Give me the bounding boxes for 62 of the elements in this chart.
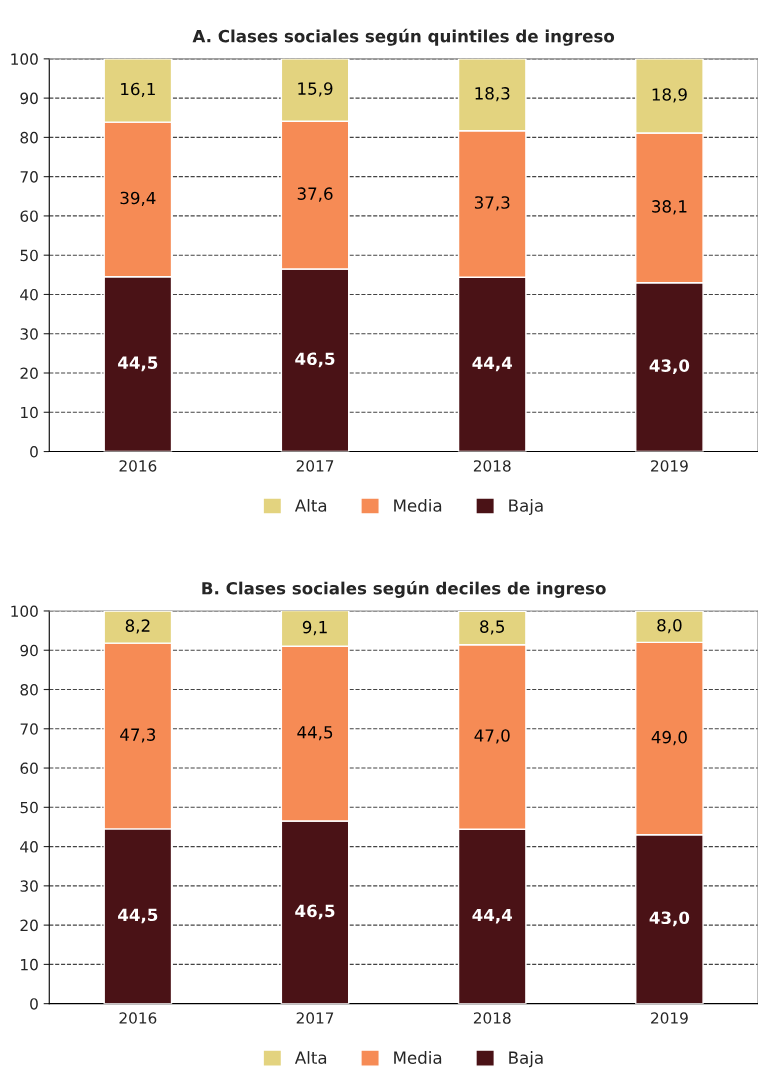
y-tick-label: 70 <box>20 171 38 183</box>
x-tick-label: 2016 <box>119 1012 157 1024</box>
data-label: 47,3 <box>120 728 156 743</box>
legend-label: Media <box>394 498 442 512</box>
data-label: 8,0 <box>657 618 682 634</box>
data-label: 38,1 <box>652 200 687 215</box>
data-label: 44,4 <box>472 908 513 924</box>
legend-label: Baja <box>509 1051 543 1068</box>
chart-title: A. Clases sociales según quintiles de ingreso <box>192 28 615 46</box>
data-label: 15,9 <box>298 82 333 97</box>
y-tick-label: 100 <box>11 53 38 65</box>
data-label: 9,1 <box>302 620 327 636</box>
data-label: 39,4 <box>120 191 156 206</box>
data-label: 18,9 <box>652 88 687 103</box>
data-label: 44,5 <box>118 356 158 372</box>
x-tick-label: 2019 <box>651 1012 688 1024</box>
data-label: 44,4 <box>472 356 513 372</box>
y-tick-label: 40 <box>20 288 38 301</box>
data-label: 8,2 <box>125 619 150 634</box>
x-tick-label: 2017 <box>296 460 334 472</box>
data-label: 16,1 <box>121 82 155 97</box>
data-label: 43,0 <box>649 359 690 375</box>
y-tick-label: 10 <box>21 958 38 971</box>
y-tick-label: 20 <box>20 367 38 380</box>
y-tick-label: 60 <box>20 210 38 222</box>
y-tick-label: 50 <box>20 249 38 262</box>
data-label: 44,5 <box>118 908 158 924</box>
data-label: 37,3 <box>474 196 510 211</box>
legend-label: Alta <box>294 1051 327 1064</box>
data-label: 37,6 <box>297 187 333 202</box>
y-tick-label: 30 <box>20 880 38 892</box>
legend-label: Media <box>394 1051 442 1064</box>
data-label: 43,0 <box>649 911 690 927</box>
data-label: 46,5 <box>295 904 335 920</box>
y-tick-label: 0 <box>30 446 38 458</box>
y-tick-label: 80 <box>20 683 38 696</box>
y-tick-label: 40 <box>20 841 38 853</box>
y-tick-label: 50 <box>20 801 38 814</box>
data-label: 18,3 <box>475 87 510 102</box>
data-label: 47,0 <box>474 729 510 744</box>
y-tick-label: 90 <box>20 92 38 105</box>
data-label: 8,5 <box>480 620 505 635</box>
x-tick-label: 2017 <box>296 1012 334 1024</box>
y-tick-label: 30 <box>20 328 38 340</box>
y-tick-label: 100 <box>11 605 38 617</box>
chart-title: B. Clases sociales según deciles de ingreso <box>202 580 606 598</box>
y-tick-label: 80 <box>20 131 38 144</box>
legend-label: Alta <box>294 498 327 512</box>
data-label: 49,0 <box>651 730 687 746</box>
x-tick-label: 2018 <box>473 1012 511 1024</box>
x-tick-label: 2016 <box>119 460 157 472</box>
y-tick-label: 90 <box>20 644 38 657</box>
x-tick-label: 2018 <box>473 460 511 472</box>
y-tick-label: 60 <box>20 762 38 775</box>
y-tick-label: 20 <box>20 919 38 932</box>
y-tick-label: 70 <box>20 723 38 735</box>
y-tick-label: 0 <box>30 998 38 1010</box>
legend-label: Baja <box>509 498 543 516</box>
data-label: 44,5 <box>297 726 333 741</box>
data-label: 46,5 <box>295 352 335 368</box>
y-tick-label: 10 <box>21 406 38 419</box>
x-tick-label: 2019 <box>651 460 688 472</box>
